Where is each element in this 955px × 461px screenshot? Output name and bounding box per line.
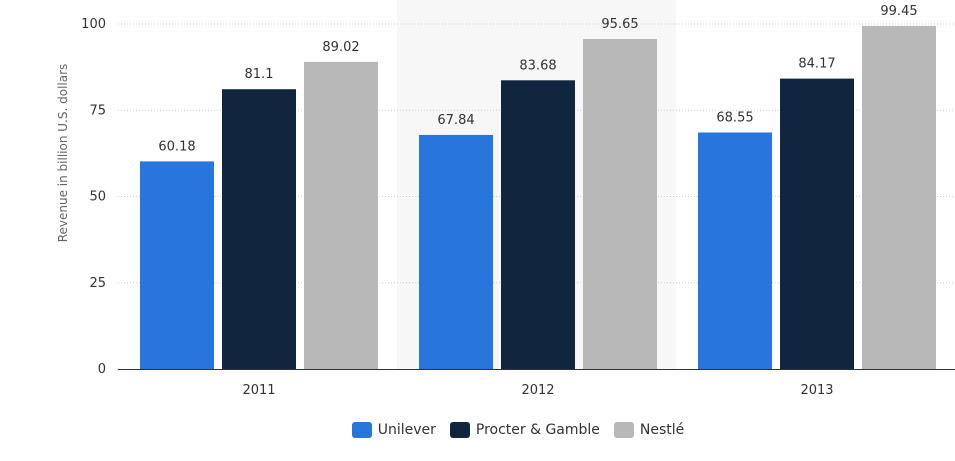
y-tick-label: 75 [89, 103, 106, 118]
x-tick-label: 2011 [242, 383, 275, 398]
y-tick-label: 0 [98, 362, 106, 377]
bar[interactable] [501, 80, 575, 369]
legend-item[interactable]: Nestlé [613, 422, 685, 438]
data-label: 68.55 [716, 111, 753, 126]
legend-swatch [351, 422, 372, 438]
data-label: 83.68 [519, 58, 556, 73]
bars [140, 25, 936, 370]
data-label: 89.02 [322, 40, 359, 55]
data-label: 67.84 [437, 113, 474, 128]
data-label: 99.45 [880, 4, 917, 19]
bar[interactable] [862, 25, 936, 370]
data-label: 95.65 [601, 17, 638, 32]
bar[interactable] [304, 61, 378, 369]
value-labels: 60.18 67.84 68.55 81.1 83.68 84.17 89.02 95.65 9… [158, 4, 917, 154]
y-tick-label: 100 [81, 17, 106, 32]
legend-swatch [449, 422, 470, 438]
data-label: 84.17 [798, 57, 835, 72]
bar[interactable] [583, 39, 657, 369]
y-tick-label: 50 [89, 190, 106, 205]
x-tick-label: 2013 [800, 383, 833, 398]
legend-swatch [613, 422, 634, 438]
y-axis-ticks: 0 25 50 75 100 [81, 17, 106, 377]
legend-label: Unilever [377, 422, 436, 438]
legend: Unilever Procter & Gamble Nestlé [0, 422, 955, 438]
data-label: 81.1 [245, 67, 274, 82]
bar[interactable] [419, 134, 493, 369]
bar[interactable] [222, 89, 296, 369]
x-tick-label: 2012 [521, 383, 554, 398]
legend-item[interactable]: Unilever [351, 422, 436, 438]
legend-item[interactable]: Procter & Gamble [449, 422, 600, 438]
bar[interactable] [780, 78, 854, 370]
legend-label: Procter & Gamble [475, 422, 600, 438]
bar[interactable] [140, 161, 214, 369]
y-tick-label: 25 [89, 276, 106, 291]
x-axis-ticks: 2011 2012 2013 [242, 383, 833, 398]
legend-label: Nestlé [639, 422, 685, 438]
y-axis-title: Revenue in billion U.S. dollars [56, 64, 70, 243]
bar[interactable] [698, 132, 772, 369]
data-label: 60.18 [158, 139, 195, 154]
